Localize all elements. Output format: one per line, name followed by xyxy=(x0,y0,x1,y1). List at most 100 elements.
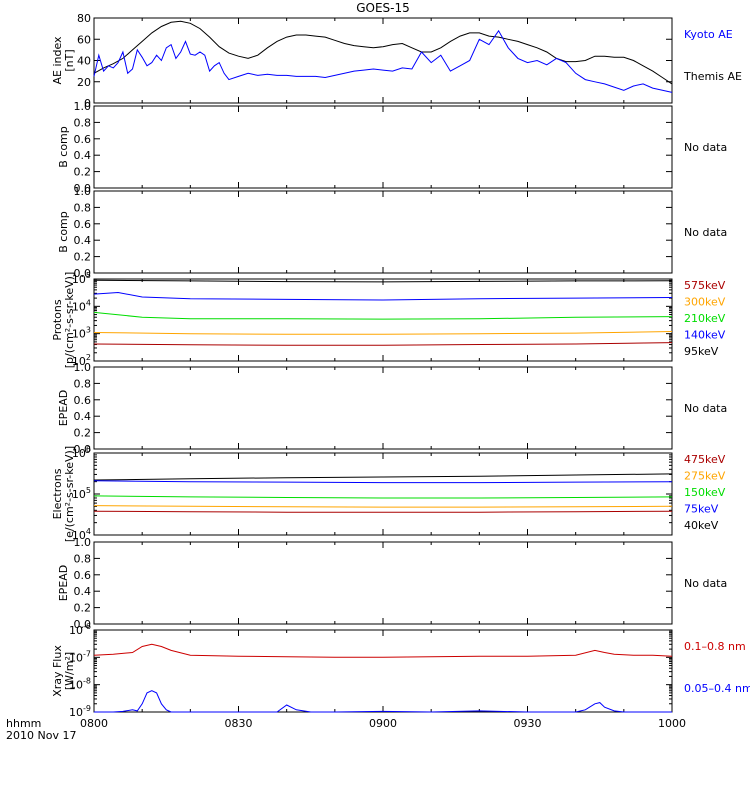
panels: 0 20 40 60 80 AE index [nT] Kyoto AE Themis AE 0.… xyxy=(51,12,750,719)
x-tick-label: 0930 xyxy=(514,717,542,730)
y-tick-label: 104 xyxy=(72,527,91,542)
series-line xyxy=(94,690,672,713)
series-line xyxy=(93,473,673,481)
y-tick-exponent: -7 xyxy=(83,649,91,658)
no-data-note: No data xyxy=(684,577,727,590)
y-tick-label: 1.0 xyxy=(74,536,92,549)
x-axis-time: 0800 0830 0900 0930 1000 xyxy=(80,717,686,730)
y-tick-label: 0.6 xyxy=(74,569,92,582)
y-axis-title: EPEAD xyxy=(57,565,70,602)
y-axis-title: EPEAD xyxy=(57,390,70,427)
series-line xyxy=(93,643,673,658)
legend-entry: Kyoto AE xyxy=(684,28,733,41)
y-tick-label: 0.4 xyxy=(74,585,92,598)
y-tick-exponent: 5 xyxy=(86,486,91,495)
y-tick-mantissa: 10 xyxy=(69,651,83,664)
y-tick-mantissa: 10 xyxy=(69,679,83,692)
series-line xyxy=(93,495,673,499)
y-tick-label: 20 xyxy=(77,76,91,89)
y-tick-label: 10-6 xyxy=(69,622,91,637)
y-tick-label: 0.2 xyxy=(74,427,92,440)
panel-1: 0 20 40 60 80 AE index [nT] Kyoto AE Themis AE xyxy=(51,12,742,110)
panel-2: 0.0 0.2 0.4 0.6 0.8 1.0 B comp No data xyxy=(57,100,727,195)
y-tick-label: 0.2 xyxy=(74,251,92,264)
y-tick-label: 102 xyxy=(72,353,91,368)
x-tick-label: 0800 xyxy=(80,717,108,730)
y-tick-label: 103 xyxy=(72,326,91,341)
panel-frame xyxy=(93,105,673,189)
no-data-note: No data xyxy=(684,141,727,154)
legend-entry: 300keV xyxy=(684,296,726,309)
y-tick-label: 0.4 xyxy=(74,410,92,423)
series-line xyxy=(93,331,673,335)
y-tick-label: 0.4 xyxy=(74,149,92,162)
y-tick-label: 0 xyxy=(84,97,91,110)
y-tick-label: 1.0 xyxy=(74,361,92,374)
series-line xyxy=(93,20,673,85)
y-tick-label: 0.0 xyxy=(74,267,92,280)
x-tick-label: 0900 xyxy=(369,717,397,730)
x-tick-label: 1000 xyxy=(658,717,686,730)
y-axis-title: B comp xyxy=(57,126,70,168)
y-tick-mantissa: 10 xyxy=(72,273,86,286)
series-line xyxy=(93,480,673,484)
y-tick-exponent: 3 xyxy=(86,326,91,335)
y-tick-exponent: 5 xyxy=(86,271,91,280)
y-tick-label: 80 xyxy=(77,12,91,25)
y-axis-units: [W/m²] xyxy=(63,652,76,690)
y-tick-label: 0.8 xyxy=(74,552,92,565)
no-data-note: No data xyxy=(684,226,727,239)
time-axis-label: hhmm xyxy=(6,717,41,730)
panel-frame xyxy=(93,366,673,450)
no-data-note: No data xyxy=(684,402,727,415)
y-axis-title: AE index xyxy=(51,36,64,85)
y-tick-exponent: -9 xyxy=(83,704,91,713)
y-tick-mantissa: 10 xyxy=(72,529,86,542)
series-line xyxy=(93,279,673,283)
panel-7: 0.0 0.2 0.4 0.6 0.8 1.0 EPEAD No data xyxy=(57,536,727,631)
y-tick-mantissa: 10 xyxy=(72,488,86,501)
x-tick-label: 0830 xyxy=(225,717,253,730)
y-tick-label: 10-9 xyxy=(69,704,91,719)
y-tick-label: 0.2 xyxy=(74,166,92,179)
y-tick-label: 40 xyxy=(77,55,91,68)
y-tick-label: 104 xyxy=(72,298,91,313)
panel-frame xyxy=(93,278,673,362)
legend-entry: 210keV xyxy=(684,312,726,325)
series-line xyxy=(93,510,673,513)
y-tick-label: 0.2 xyxy=(74,602,92,615)
y-axis-units: [nT] xyxy=(63,49,76,71)
y-tick-label: 0.0 xyxy=(74,618,92,631)
panel-frame xyxy=(93,629,673,713)
y-tick-mantissa: 10 xyxy=(69,624,83,637)
y-tick-label: 0.4 xyxy=(74,234,92,247)
y-tick-label: 0.6 xyxy=(74,394,92,407)
y-tick-label: 0.8 xyxy=(74,201,92,214)
legend-entry: 275keV xyxy=(684,470,726,483)
y-tick-exponent: 4 xyxy=(86,527,91,536)
y-axis-title: Xray Flux xyxy=(51,645,64,697)
y-axis-title: Protons xyxy=(51,299,64,340)
y-tick-mantissa: 10 xyxy=(69,706,83,719)
y-tick-label: 0.8 xyxy=(74,116,92,129)
y-tick-mantissa: 10 xyxy=(72,447,86,460)
y-tick-label: 10-7 xyxy=(69,649,91,664)
y-tick-label: 1.0 xyxy=(74,185,92,198)
y-tick-label: 0.6 xyxy=(74,133,92,146)
legend-entry: 150keV xyxy=(684,486,726,499)
y-tick-label: 10-8 xyxy=(69,677,91,692)
legend-entry: 140keV xyxy=(684,329,726,342)
y-tick-mantissa: 10 xyxy=(72,355,86,368)
y-tick-label: 106 xyxy=(72,445,91,460)
panel-5: 0.0 0.2 0.4 0.6 0.8 1.0 EPEAD No data xyxy=(57,361,727,456)
series-line xyxy=(93,342,673,346)
series-line xyxy=(93,311,673,320)
plot-title: GOES-15 xyxy=(356,1,410,15)
y-tick-mantissa: 10 xyxy=(72,300,86,313)
y-tick-label: 0.0 xyxy=(74,443,92,456)
legend-entry: 95keV xyxy=(684,345,719,358)
y-tick-label: 1.0 xyxy=(74,100,92,113)
